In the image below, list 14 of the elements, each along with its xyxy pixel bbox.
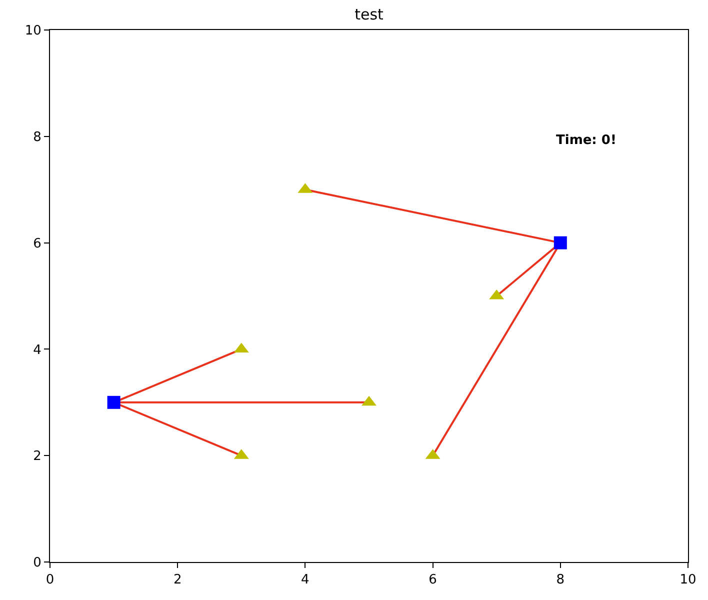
x-tick-label: 10: [680, 572, 696, 588]
y-tick-label: 2: [33, 449, 42, 464]
x-tick-label: 0: [46, 572, 54, 588]
y-tick-label: 8: [33, 130, 42, 145]
x-tick-label: 6: [428, 572, 437, 588]
y-tick-label: 10: [24, 24, 42, 39]
y-tick-label: 4: [33, 342, 42, 358]
x-tick-label: 8: [556, 572, 565, 588]
x-tick-label: 2: [173, 572, 182, 588]
y-tick-label: 0: [33, 556, 42, 571]
annotation: Time: 0!: [556, 133, 616, 148]
chart-title: test: [354, 6, 384, 24]
y-tick-label: 6: [33, 236, 42, 252]
x-tick-label: 4: [301, 572, 310, 588]
